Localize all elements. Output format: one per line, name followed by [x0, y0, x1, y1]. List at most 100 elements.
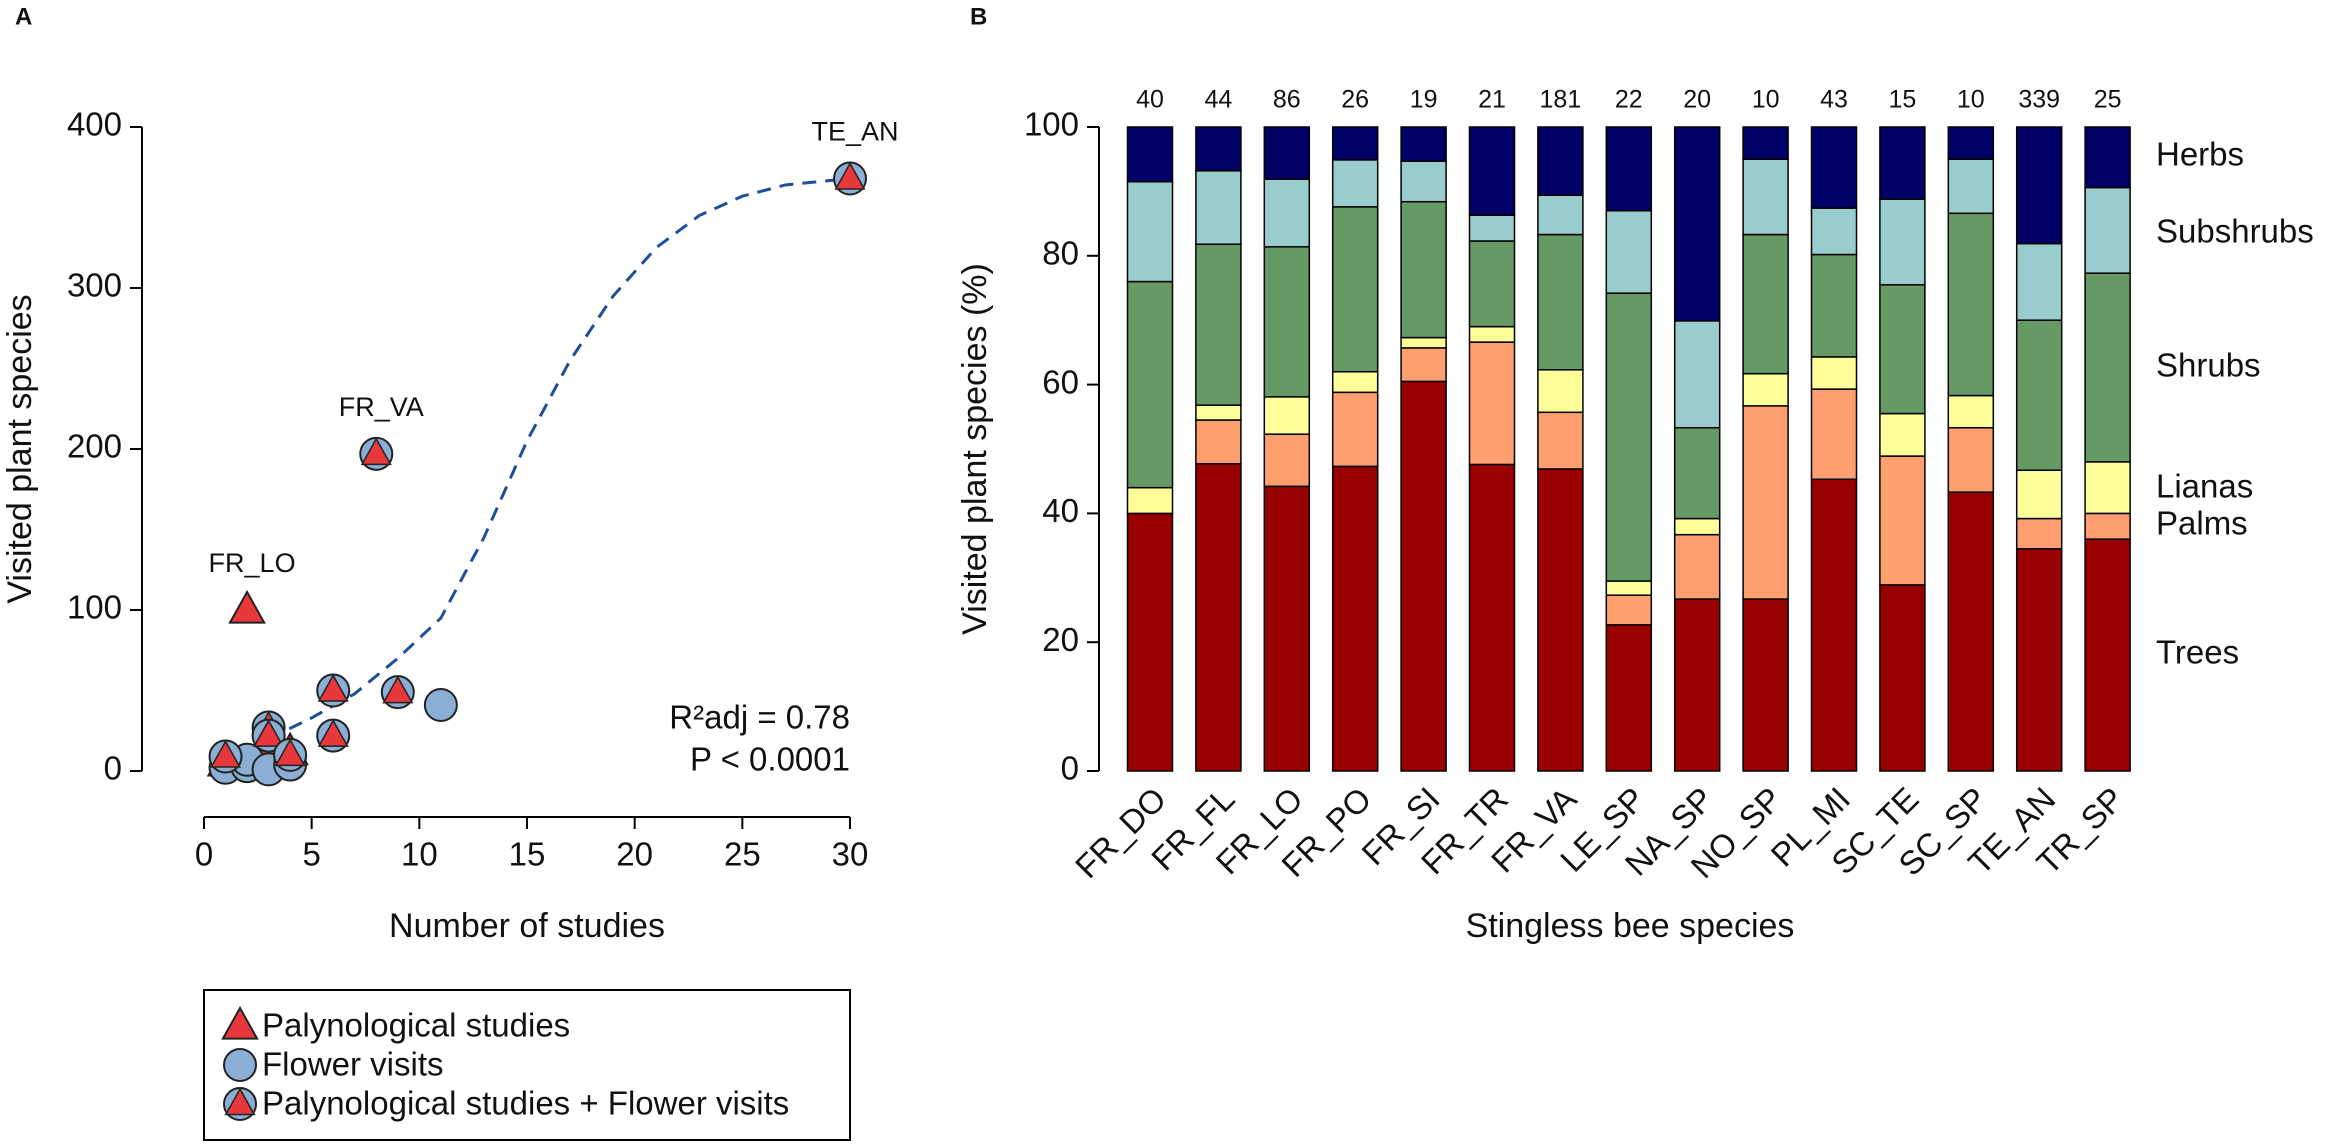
bar-segment: [1673, 426, 1721, 520]
panel-label: A: [15, 3, 32, 30]
point-label: FR_LO: [209, 548, 296, 578]
legend-label: Palynological studies + Flower visits: [262, 1085, 789, 1122]
bar-segment: [1331, 370, 1379, 394]
point-triangle: [210, 739, 242, 768]
bar-segment: [1742, 158, 1789, 236]
x-tick-label: 0: [195, 836, 213, 873]
panel-label: B: [970, 3, 987, 30]
bar-segment: [1263, 178, 1311, 248]
bar-segment: [1195, 419, 1242, 465]
bar-segment: [1331, 465, 1379, 772]
bar-segment: [1468, 463, 1516, 772]
x-axis-label: Number of studies: [389, 907, 665, 945]
bar-segment: [2015, 319, 2063, 472]
bar-segment: [1605, 624, 1653, 772]
bar-segment: [1400, 160, 1447, 203]
point: [273, 737, 308, 772]
bar-segment: [1195, 126, 1242, 172]
bar-segment: [1673, 126, 1721, 322]
series-label: Herbs: [2156, 136, 2244, 173]
bar-segment: [1195, 404, 1242, 421]
series-label: Trees: [2156, 634, 2239, 671]
point: [251, 718, 286, 753]
bar-segment: [1263, 246, 1311, 398]
x-axis-label: Stingless bee species: [1466, 907, 1795, 945]
series-label: Shrubs: [2156, 347, 2261, 384]
bar-segment: [1468, 341, 1516, 466]
bar-segment: [1947, 394, 1995, 429]
bar-segment: [1263, 485, 1311, 772]
bar-segment: [2084, 461, 2131, 515]
point: [316, 673, 351, 708]
bar-segment: [1879, 584, 1926, 772]
bar-segment: [1742, 233, 1789, 375]
bar-segment: [1879, 284, 1926, 415]
x-tick-label: 15: [509, 836, 546, 873]
bar-segment: [1810, 126, 1858, 209]
bar-segment: [1468, 214, 1516, 242]
point: [208, 739, 243, 774]
bar-segment: [1126, 280, 1174, 489]
bar-segment: [1810, 388, 1858, 481]
bar-segment: [1263, 433, 1311, 488]
bar-segment: [1879, 126, 1926, 200]
bar-segment: [1605, 292, 1653, 582]
total-label: 10: [1752, 86, 1780, 114]
total-label: 43: [1820, 86, 1848, 114]
bar-segment: [1947, 212, 1995, 397]
point: [380, 675, 415, 710]
bar-segment: [2015, 469, 2063, 520]
bar-segment: [2084, 272, 2131, 463]
bar-segment: [1195, 463, 1242, 772]
annotation: P < 0.0001: [690, 741, 850, 778]
y-tick-label: 20: [1042, 621, 1079, 658]
bar-segment: [1331, 159, 1379, 208]
total-label: 44: [1204, 86, 1232, 114]
bar-segment: [1605, 126, 1653, 212]
bar-segment: [1400, 126, 1447, 162]
bar-segment: [1879, 198, 1926, 286]
bar-segment: [1605, 209, 1653, 294]
point: [221, 1005, 259, 1040]
bar-segment: [1400, 336, 1447, 349]
bar-segment: [1947, 491, 1995, 772]
x-tick-label: 10: [401, 836, 438, 873]
bar-segment: [1673, 517, 1721, 536]
y-tick-label: 0: [104, 750, 122, 787]
point: [359, 436, 394, 471]
bar-segment: [1126, 512, 1174, 772]
bar-segment: [1810, 478, 1858, 772]
bar-segment: [1810, 253, 1858, 358]
bar-segment: [1468, 240, 1516, 328]
x-tick-label: FR_DO: [1068, 780, 1173, 885]
x-tick-label: 5: [302, 836, 320, 873]
bar-segment: [2015, 242, 2063, 321]
bar-segment: [1879, 455, 1926, 586]
bar-segment: [1331, 126, 1379, 161]
bar-segment: [1537, 369, 1584, 414]
bar-segment: [1126, 486, 1174, 515]
bar-segment: [1263, 396, 1311, 435]
bar-segment: [1468, 126, 1516, 216]
point-label: FR_VA: [339, 392, 424, 422]
total-label: 86: [1273, 86, 1301, 114]
point: [833, 161, 867, 196]
y-tick-label: 100: [1024, 106, 1079, 143]
y-tick-label: 40: [1042, 492, 1079, 529]
bar-segment: [1126, 126, 1174, 183]
bar-segment: [1742, 598, 1789, 772]
total-label: 339: [2018, 86, 2060, 114]
y-tick-label: 60: [1042, 363, 1079, 400]
bar-segment: [1331, 391, 1379, 468]
trend-line: [267, 177, 851, 741]
bar-segment: [1537, 233, 1584, 371]
total-label: 26: [1341, 86, 1369, 114]
total-label: 21: [1478, 86, 1506, 114]
bar-segment: [1810, 356, 1858, 390]
bar-segment: [1400, 347, 1447, 383]
bar-segment: [1742, 405, 1789, 600]
point: [223, 1048, 257, 1082]
bar-segment: [1947, 426, 1995, 493]
bar-segment: [1537, 468, 1584, 772]
y-tick-label: 400: [67, 106, 122, 143]
